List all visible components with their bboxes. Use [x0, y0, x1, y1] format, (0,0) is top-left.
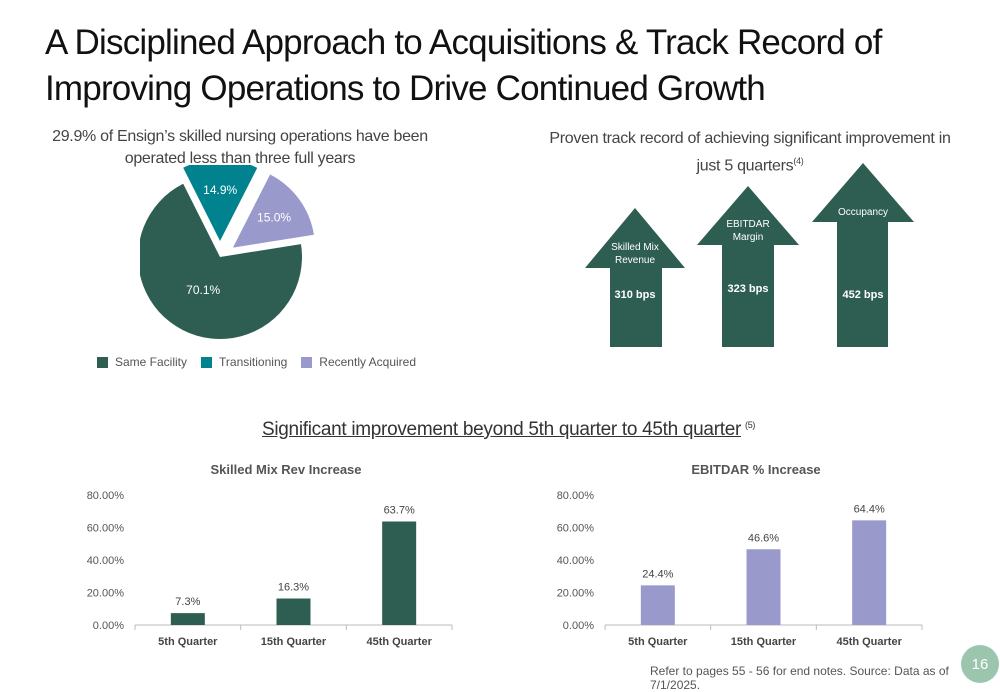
- pie-data-label: 14.9%: [203, 183, 237, 197]
- bar: [382, 521, 417, 625]
- legend-swatch: [97, 356, 108, 368]
- x-category-label: 5th Quarter: [158, 636, 218, 648]
- pie-subtitle-line-1: 29.9% of Ensign’s skilled nursing operat…: [52, 128, 428, 145]
- bar: [276, 598, 311, 625]
- x-category-label: 45th Quarter: [366, 636, 432, 648]
- improvement-arrows: Skilled Mix Revenue 310 bps EBITDAR Marg…: [585, 163, 914, 347]
- legend-item-recently-acquired: Recently Acquired: [301, 355, 416, 369]
- arrow-label-line: Margin: [733, 232, 764, 243]
- bar: [640, 585, 675, 625]
- section-heading-text: Significant improvement beyond 5th quart…: [262, 419, 742, 440]
- bar: [746, 549, 781, 625]
- bar-data-label: 64.4%: [854, 503, 885, 515]
- bar-data-label: 7.3%: [175, 596, 200, 608]
- title-line-2: Improving Operations to Drive Continued …: [45, 69, 766, 108]
- y-tick-label: 60.00%: [87, 523, 125, 535]
- arrow-skilled-mix: Skilled Mix Revenue 310 bps: [585, 208, 685, 347]
- chart-title: EBITDAR % Increase: [691, 462, 820, 477]
- skilled-mix-bar-chart: Skilled Mix Rev Increase 0.00% 20.00% 40.00…: [87, 462, 453, 648]
- bar-data-label: 46.6%: [748, 532, 779, 544]
- bar: [170, 613, 205, 625]
- pie-data-label: 15.0%: [257, 211, 291, 225]
- pie-subtitle: 29.9% of Ensign’s skilled nursing operat…: [40, 126, 440, 170]
- arrow-label-line: Revenue: [615, 255, 655, 266]
- y-tick-label: 80.00%: [87, 490, 125, 502]
- arrow-value: 323 bps: [728, 283, 769, 295]
- legend-item-same-facility: Same Facility: [97, 355, 187, 369]
- pie-slice-same-facility: [140, 183, 302, 339]
- bar: [852, 520, 887, 625]
- chart-title: Skilled Mix Rev Increase: [210, 462, 361, 477]
- legend-swatch: [201, 356, 213, 368]
- pie-legend: Same Facility Transitioning Recently Acq…: [97, 355, 416, 369]
- bar-data-label: 16.3%: [278, 582, 309, 594]
- pie-subtitle-line-2: operated less than three full years: [124, 150, 356, 167]
- legend-label: Transitioning: [219, 355, 288, 369]
- arrow-subtitle-text: just 5 quarters: [696, 157, 794, 175]
- y-tick-label: 40.00%: [557, 555, 595, 567]
- arrow-subtitle-line-2: just 5 quarters(4): [530, 150, 970, 177]
- y-tick-label: 60.00%: [557, 523, 595, 535]
- legend-item-transitioning: Transitioning: [201, 355, 287, 369]
- arrow-label-line: Skilled Mix: [611, 242, 659, 253]
- legend-label: Same Facility: [115, 355, 188, 369]
- arrow-subtitle-line-1: Proven track record of achieving signifi…: [549, 130, 951, 147]
- ebitdar-bar-chart: EBITDAR % Increase 0.00% 20.00% 40.00% 60.00…: [557, 462, 923, 648]
- x-category-label: 15th Quarter: [261, 636, 327, 648]
- arrow-up-icon: [697, 186, 799, 347]
- footnote-marker: (5): [745, 419, 756, 430]
- section-heading: Significant improvement beyond 5th quart…: [262, 419, 755, 441]
- legend-swatch: [301, 356, 313, 368]
- arrow-label-line: EBITDAR: [726, 219, 769, 230]
- page-title: A Disciplined Approach to Acquisitions &…: [45, 20, 965, 112]
- pie-slice-recently-acquired: [232, 174, 314, 248]
- footer-note: Refer to pages 55 - 56 for end notes. So…: [650, 664, 949, 692]
- y-tick-label: 0.00%: [563, 620, 594, 632]
- y-tick-label: 80.00%: [557, 490, 595, 502]
- legend-label: Recently Acquired: [319, 355, 417, 369]
- x-category-label: 15th Quarter: [731, 636, 797, 648]
- footnote-marker: (4): [793, 156, 804, 166]
- bar-data-label: 24.4%: [642, 568, 673, 580]
- pie-slice-transitioning: [183, 165, 258, 241]
- arrow-value: 452 bps: [843, 289, 884, 301]
- title-line-1: A Disciplined Approach to Acquisitions &…: [45, 23, 882, 62]
- x-category-label: 45th Quarter: [836, 636, 902, 648]
- y-tick-label: 20.00%: [87, 588, 125, 600]
- arrow-value: 310 bps: [615, 289, 656, 301]
- page-number-badge: 16: [961, 645, 999, 683]
- arrow-up-icon: [585, 208, 685, 347]
- x-category-label: 5th Quarter: [628, 636, 688, 648]
- arrow-ebitdar-margin: EBITDAR Margin 323 bps: [697, 186, 799, 347]
- pie-chart: 70.1% 14.9% 15.0%: [140, 165, 314, 339]
- bar-data-label: 63.7%: [384, 504, 415, 516]
- arrow-subtitle: Proven track record of achieving signifi…: [530, 128, 970, 177]
- arrow-occupancy: Occupancy 452 bps: [812, 163, 914, 347]
- pie-data-label: 70.1%: [186, 283, 220, 297]
- arrow-up-icon: [812, 163, 914, 347]
- y-tick-label: 20.00%: [557, 588, 595, 600]
- arrow-label-line: Occupancy: [838, 207, 888, 218]
- y-tick-label: 0.00%: [93, 620, 124, 632]
- y-tick-label: 40.00%: [87, 555, 125, 567]
